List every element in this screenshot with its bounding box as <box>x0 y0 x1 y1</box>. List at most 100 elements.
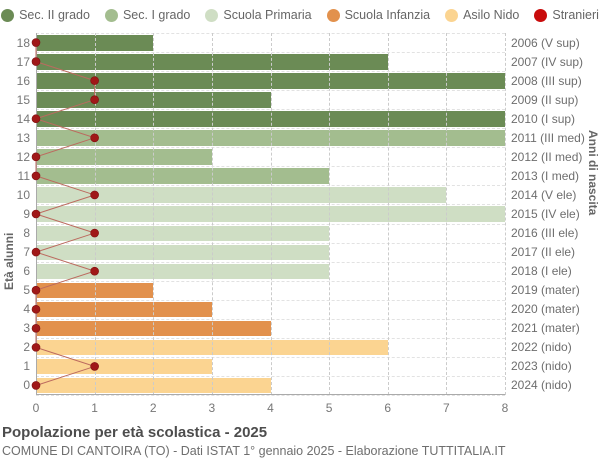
age-tick-label-2: 2 <box>23 340 30 355</box>
stranieri-dot-age-7 <box>31 247 41 257</box>
y-axis-title-birth-years: Anni di nascita <box>586 130 600 216</box>
birth-year-label-2: 2022 (nido) <box>511 340 572 355</box>
legend-label: Sec. II grado <box>19 8 90 22</box>
legend-swatch-nido <box>445 8 459 22</box>
stranieri-dot-age-4 <box>31 304 41 314</box>
chart-subtitle: COMUNE DI CANTOIRA (TO) - Dati ISTAT 1° … <box>2 444 506 458</box>
x-tick-label-4: 4 <box>267 401 274 415</box>
stranieri-dot-age-3 <box>31 324 41 333</box>
bar-age-7 <box>36 244 330 261</box>
birth-year-label-9: 2015 (IV ele) <box>511 207 580 221</box>
legend-swatch-sec2 <box>1 8 15 22</box>
birth-year-label-8: 2016 (III ele) <box>511 226 579 241</box>
stranieri-dot-age-15 <box>90 95 99 104</box>
chart-legend: Sec. II grado Sec. I grado Scuola Primaria… <box>0 3 600 27</box>
gridline-x-5 <box>329 33 331 395</box>
birth-year-label-10: 2014 (V ele) <box>511 187 577 202</box>
stranieri-dot-age-0 <box>31 381 41 390</box>
legend-item-scuola-primaria: Scuola Primaria <box>205 8 312 22</box>
birth-year-label-18: 2006 (V sup) <box>511 35 580 50</box>
gridline-x-6 <box>387 33 389 395</box>
age-tick-label-4: 4 <box>23 302 30 317</box>
legend-swatch-sec1 <box>104 8 118 22</box>
age-tick-label-17: 17 <box>16 54 30 69</box>
row-separator <box>36 395 505 396</box>
age-tick-label-16: 16 <box>16 73 30 88</box>
stranieri-dot-age-11 <box>31 171 41 181</box>
x-tick-label-2: 2 <box>149 401 157 415</box>
stranieri-dot-age-10 <box>90 190 99 200</box>
x-tick-label-3: 3 <box>208 401 216 415</box>
gridline-x-1 <box>94 33 96 395</box>
bar-age-1 <box>36 358 212 375</box>
age-tick-label-15: 15 <box>16 92 30 107</box>
birth-year-label-1: 2023 (nido) <box>511 359 572 374</box>
stranieri-dot-age-1 <box>90 362 99 371</box>
age-tick-label-8: 8 <box>23 226 30 241</box>
bar-age-6 <box>36 263 330 280</box>
birth-year-label-0: 2024 (nido) <box>511 378 572 393</box>
gridline-x-3 <box>211 33 213 395</box>
stranieri-line <box>34 42 97 386</box>
age-tick-label-13: 13 <box>16 130 30 145</box>
gridline-x-4 <box>270 33 272 395</box>
bar-age-4 <box>36 301 212 318</box>
birth-year-label-7: 2017 (II ele) <box>511 245 576 260</box>
x-tick-label-1: 1 <box>91 401 98 415</box>
x-tick-label-5: 5 <box>325 401 333 415</box>
age-tick-label-5: 5 <box>23 283 30 298</box>
bar-age-10 <box>36 187 447 203</box>
birth-year-label-14: 2010 (I sup) <box>511 111 576 126</box>
stranieri-dot-age-5 <box>31 285 41 295</box>
stranieri-dot-age-6 <box>90 266 99 276</box>
legend-item-asilo-nido: Asilo Nido <box>445 8 519 22</box>
age-tick-label-7: 7 <box>23 245 30 260</box>
age-tick-label-10: 10 <box>16 187 30 202</box>
stranieri-dot-age-9 <box>31 209 41 219</box>
legend-item-sec-ii-grado: Sec. II grado <box>1 8 90 22</box>
stranieri-dot-age-18 <box>31 38 41 47</box>
legend-label: Scuola Primaria <box>223 8 312 22</box>
legend-swatch-infanzia <box>326 8 340 22</box>
bar-age-11 <box>36 168 330 184</box>
stranieri-dot-age-17 <box>31 57 41 66</box>
stranieri-dot-age-12 <box>31 152 41 162</box>
age-tick-label-6: 6 <box>23 264 30 279</box>
stranieri-dot-age-13 <box>90 133 99 143</box>
age-tick-label-18: 18 <box>16 35 30 50</box>
birth-year-label-15: 2009 (II sup) <box>511 92 579 107</box>
x-tick-label-7: 7 <box>443 401 450 415</box>
stranieri-dot-age-16 <box>90 76 99 85</box>
x-axis-line <box>36 394 505 395</box>
gridline-x-8 <box>505 33 506 395</box>
birth-year-label-13: 2011 (III med) <box>511 130 585 145</box>
x-tick-label-0: 0 <box>32 401 40 415</box>
legend-item-sec-i-grado: Sec. I grado <box>104 8 191 22</box>
legend-label: Sec. I grado <box>122 8 191 22</box>
age-tick-label-3: 3 <box>23 321 30 336</box>
age-tick-label-1: 1 <box>23 359 30 374</box>
bar-age-12 <box>36 149 212 165</box>
chart-title: Popolazione per età scolastica - 2025 <box>2 424 268 441</box>
legend-label: Scuola Infanzia <box>344 8 431 22</box>
age-tick-label-12: 12 <box>16 149 30 164</box>
plot-area <box>31 33 506 396</box>
birth-year-label-4: 2020 (mater) <box>511 302 580 317</box>
birth-year-label-12: 2012 (II med) <box>511 149 583 164</box>
stranieri-series <box>31 38 99 390</box>
legend-item-stranieri: Stranieri <box>534 8 599 22</box>
gridline-x-2 <box>153 33 155 395</box>
legend-swatch-primaria <box>205 8 219 22</box>
age-tick-label-0: 0 <box>23 378 30 393</box>
age-tick-label-9: 9 <box>23 207 30 221</box>
x-tick-label-6: 6 <box>384 401 392 415</box>
birth-year-label-5: 2019 (mater) <box>511 283 580 298</box>
birth-year-label-11: 2013 (I med) <box>511 168 580 183</box>
birth-year-label-16: 2008 (III sup) <box>511 73 582 88</box>
age-tick-label-14: 14 <box>16 111 30 126</box>
bar-age-8 <box>36 225 330 242</box>
age-tick-label-11: 11 <box>17 168 30 183</box>
x-tick-label-8: 8 <box>501 401 509 415</box>
legend-label: Stranieri <box>552 8 599 22</box>
